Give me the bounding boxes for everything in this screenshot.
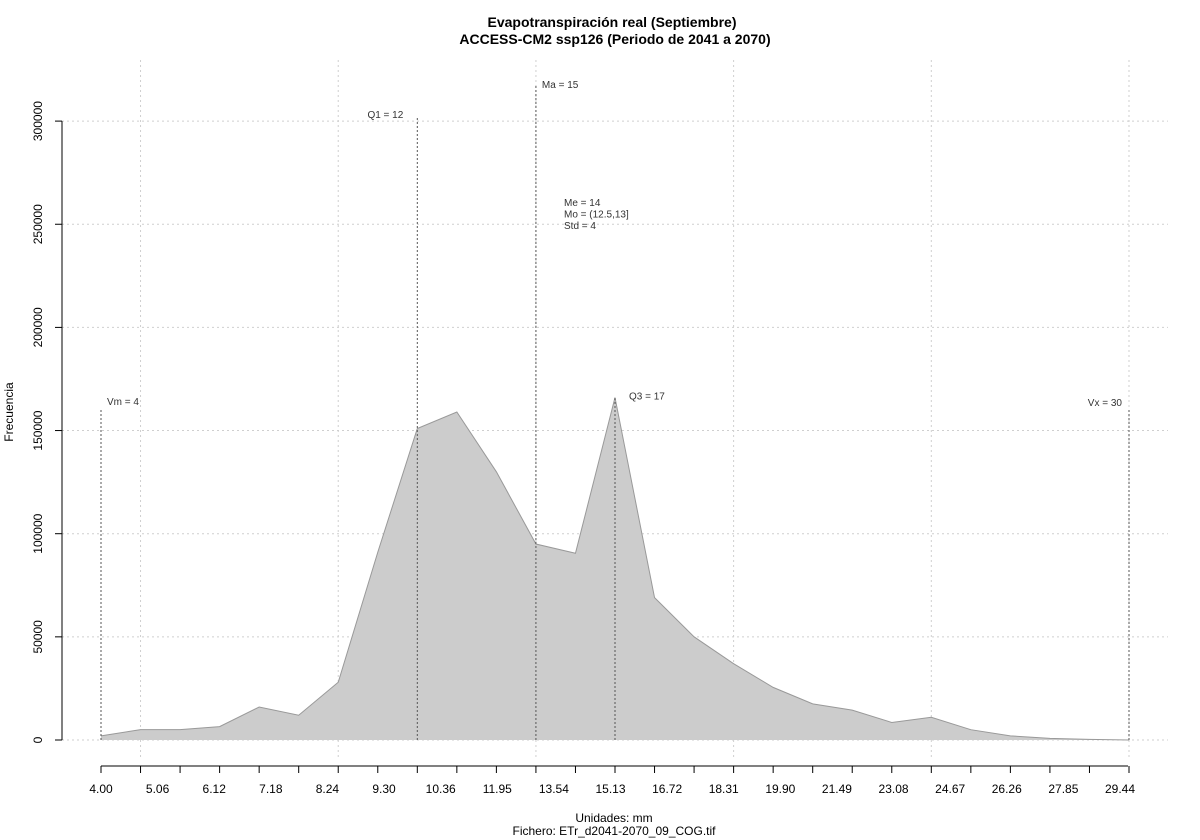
footer-filename: Fichero: ETr_d2041-2070_09_COG.tif [513,824,717,838]
frequency-line [100,397,1130,741]
x-tick-label: 15.13 [595,782,625,796]
y-axis: 0 50000 100000 150000 200000 250000 300000 [31,101,63,743]
chart-title: Evapotranspiración real (Septiembre) [488,14,737,30]
stat-label: Mo = (12.5,13] [564,210,629,221]
x-tick-label: 21.49 [822,782,852,796]
y-tick-label: 300000 [31,101,45,141]
x-tick-label: 16.72 [652,782,682,796]
frequency-area [101,397,1129,740]
y-tick-label: 100000 [31,513,45,553]
x-tick-label: 26.26 [992,782,1022,796]
y-axis-title: Frecuencia [2,382,16,442]
x-axis: 4.00 5.06 6.12 7.18 8.24 9.30 10.36 11.95 13.54 1… [89,765,1135,796]
stat-markers: Vm = 4 Q1 = 12 Ma = 15 Q3 = 17 Vx = 30 [100,80,1130,740]
x-tick-label: 8.24 [316,782,340,796]
x-tick-label: 4.00 [89,782,113,796]
marker-label: Vm = 4 [107,397,139,408]
x-tick-label: 10.36 [426,782,456,796]
stat-label: Std = 4 [564,221,596,232]
x-axis-title: Unidades: mm [575,811,652,825]
x-tick-label: 24.67 [935,782,965,796]
x-tick-label: 23.08 [879,782,909,796]
x-tick-label: 7.18 [259,782,283,796]
plot-area [100,397,1130,741]
y-tick-label: 250000 [31,204,45,244]
marker-label: Vx = 30 [1088,398,1123,409]
marker-label: Q1 = 12 [367,110,403,121]
x-tick-label: 9.30 [372,782,396,796]
marker-label: Q3 = 17 [629,392,665,403]
y-tick-label: 0 [31,736,45,743]
x-tick-label: 13.54 [539,782,569,796]
x-tick-label: 19.90 [765,782,795,796]
y-tick-label: 50000 [31,620,45,654]
x-tick-label: 18.31 [709,782,739,796]
x-tick-label: 11.95 [483,782,512,796]
x-tick-label: 6.12 [203,782,227,796]
x-tick-label: 29.44 [1105,782,1135,796]
marker-label: Ma = 15 [542,80,579,91]
y-tick-label: 200000 [31,307,45,347]
stat-label: Me = 14 [564,198,601,209]
chart-subtitle: ACCESS-CM2 ssp126 (Periodo de 2041 a 207… [459,31,770,47]
x-tick-label: 27.85 [1048,782,1078,796]
x-tick-label: 5.06 [146,782,170,796]
y-tick-label: 150000 [31,410,45,450]
